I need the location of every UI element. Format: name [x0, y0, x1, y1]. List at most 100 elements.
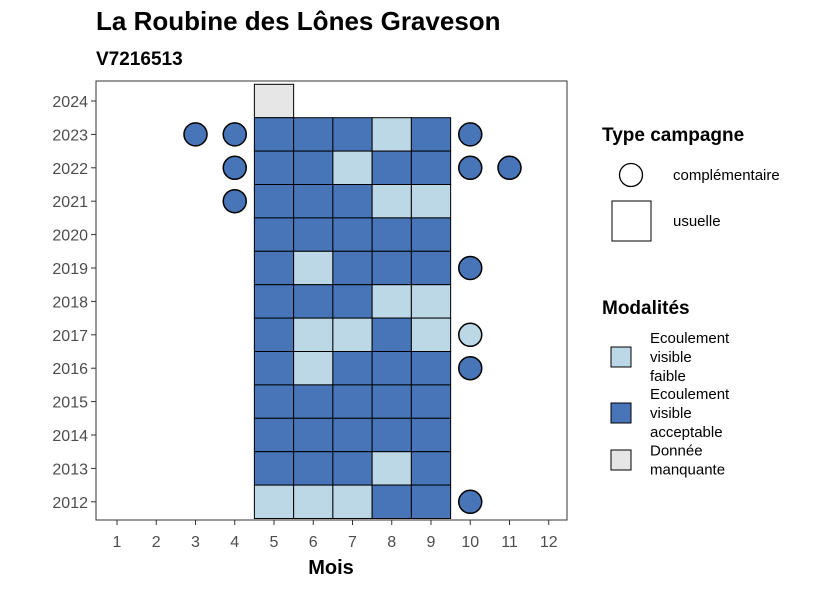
tile-2017-8 [371, 317, 412, 353]
legend-swatch-manquante [610, 449, 632, 471]
legend-key-square [611, 200, 652, 242]
tile-2017-7 [332, 317, 373, 353]
tile-2012-6 [293, 484, 334, 520]
tile-2018-9 [410, 284, 452, 319]
tile-2023-9 [410, 117, 452, 152]
tile-2013-8 [371, 451, 412, 486]
point-2019-10 [458, 255, 483, 281]
tile-2012-9 [410, 484, 452, 520]
legend-key-circle [618, 162, 644, 188]
tile-2019-9 [410, 250, 452, 286]
tile-2018-6 [293, 284, 334, 319]
tile-2017-6 [293, 317, 334, 353]
tile-2024-5 [253, 83, 295, 119]
tile-2023-7 [332, 117, 373, 152]
tile-2020-6 [293, 217, 334, 252]
tile-2019-6 [293, 250, 334, 286]
tile-2018-7 [332, 284, 373, 319]
point-2023-3 [183, 122, 208, 147]
y-tick-label-2019: 2019 [52, 261, 88, 278]
x-tick-label-11: 11 [501, 534, 518, 551]
tile-2023-8 [371, 117, 412, 152]
tile-2016-7 [332, 351, 373, 386]
y-tick-label-2014: 2014 [52, 428, 88, 445]
legend-type-campagne: Type campagne complémentaire usuelle [602, 125, 780, 242]
legend-fill-label-faible: Ecoulement visible faible [650, 330, 730, 385]
point-2022-11 [497, 155, 522, 181]
tile-2020-7 [332, 217, 373, 252]
tile-2021-6 [293, 184, 334, 219]
tile-2021-8 [371, 184, 412, 219]
tiles-group [253, 83, 452, 520]
tile-2017-5 [253, 317, 295, 353]
tile-2016-8 [371, 351, 412, 386]
tile-2019-5 [253, 250, 295, 286]
tile-2013-7 [332, 451, 373, 486]
legend-swatch-acceptable [610, 402, 632, 424]
x-tick-label-9: 9 [427, 534, 436, 551]
y-axis: 2024 2023 2022 2021 2020 2019 2018 2017 2016 2015… [52, 94, 96, 512]
y-tick-label-2012: 2012 [52, 495, 88, 512]
tile-2022-8 [371, 150, 412, 186]
tile-2022-7 [332, 150, 373, 186]
x-tick-label-6: 6 [309, 534, 318, 551]
tile-2016-6 [293, 351, 334, 386]
tile-2013-5 [253, 451, 295, 486]
tile-2016-9 [410, 351, 452, 386]
tile-2016-5 [253, 351, 295, 386]
x-axis: 1 2 3 4 5 6 7 8 9 10 11 12 [113, 520, 558, 551]
x-tick-label-4: 4 [230, 534, 239, 551]
tile-2015-6 [293, 384, 334, 419]
points-group [183, 122, 522, 515]
legend-fill-title: Modalités [602, 298, 690, 319]
tile-2023-5 [253, 117, 295, 152]
tile-2022-6 [293, 150, 334, 186]
y-tick-label-2024: 2024 [52, 94, 88, 111]
point-2022-4 [222, 155, 247, 181]
tile-2014-9 [410, 417, 452, 453]
plot-panel-border [95, 80, 568, 521]
tile-2012-8 [371, 484, 412, 520]
tile-2012-5 [253, 484, 295, 520]
tile-2022-5 [253, 150, 295, 186]
tile-2020-8 [371, 217, 412, 252]
y-tick-label-2018: 2018 [52, 294, 88, 311]
tile-2015-7 [332, 384, 373, 419]
x-tick-label-10: 10 [461, 534, 479, 551]
x-tick-label-12: 12 [540, 534, 558, 551]
legend-fill-label-manquante: Donnée manquante [650, 443, 725, 479]
tile-2018-8 [371, 284, 412, 319]
legend-fill-label-acceptable: Ecoulement visible acceptable [650, 386, 730, 441]
x-tick-label-2: 2 [152, 534, 161, 551]
tile-2015-9 [410, 384, 452, 419]
y-tick-label-2021: 2021 [52, 194, 88, 211]
tile-2020-9 [410, 217, 452, 252]
point-2016-10 [458, 355, 483, 381]
point-2012-10 [458, 489, 483, 515]
y-tick-label-2020: 2020 [52, 228, 88, 245]
x-tick-label-8: 8 [387, 534, 396, 551]
legend-modalites: Modalités Ecoulement visible faibleEcoulem… [602, 298, 730, 479]
point-2017-10 [458, 322, 483, 348]
tile-2022-9 [410, 150, 452, 186]
tile-2021-7 [332, 184, 373, 219]
tile-2014-5 [253, 417, 295, 453]
y-tick-label-2022: 2022 [52, 161, 88, 178]
x-tick-label-7: 7 [348, 534, 357, 551]
legend-shape-label-1: usuelle [673, 213, 721, 230]
tile-2021-5 [253, 184, 295, 219]
tile-2013-9 [410, 451, 452, 486]
tile-2017-9 [410, 317, 452, 353]
tile-2021-9 [410, 184, 452, 219]
legend-swatch-faible [610, 346, 632, 368]
tile-2018-5 [253, 284, 295, 319]
tile-2023-6 [293, 117, 334, 152]
point-2023-10 [458, 122, 483, 147]
tile-2013-6 [293, 451, 334, 486]
tile-2015-5 [253, 384, 295, 419]
tile-2014-8 [371, 417, 412, 453]
point-2023-4 [222, 122, 247, 147]
y-tick-label-2017: 2017 [52, 328, 88, 345]
y-tick-label-2013: 2013 [52, 461, 88, 478]
